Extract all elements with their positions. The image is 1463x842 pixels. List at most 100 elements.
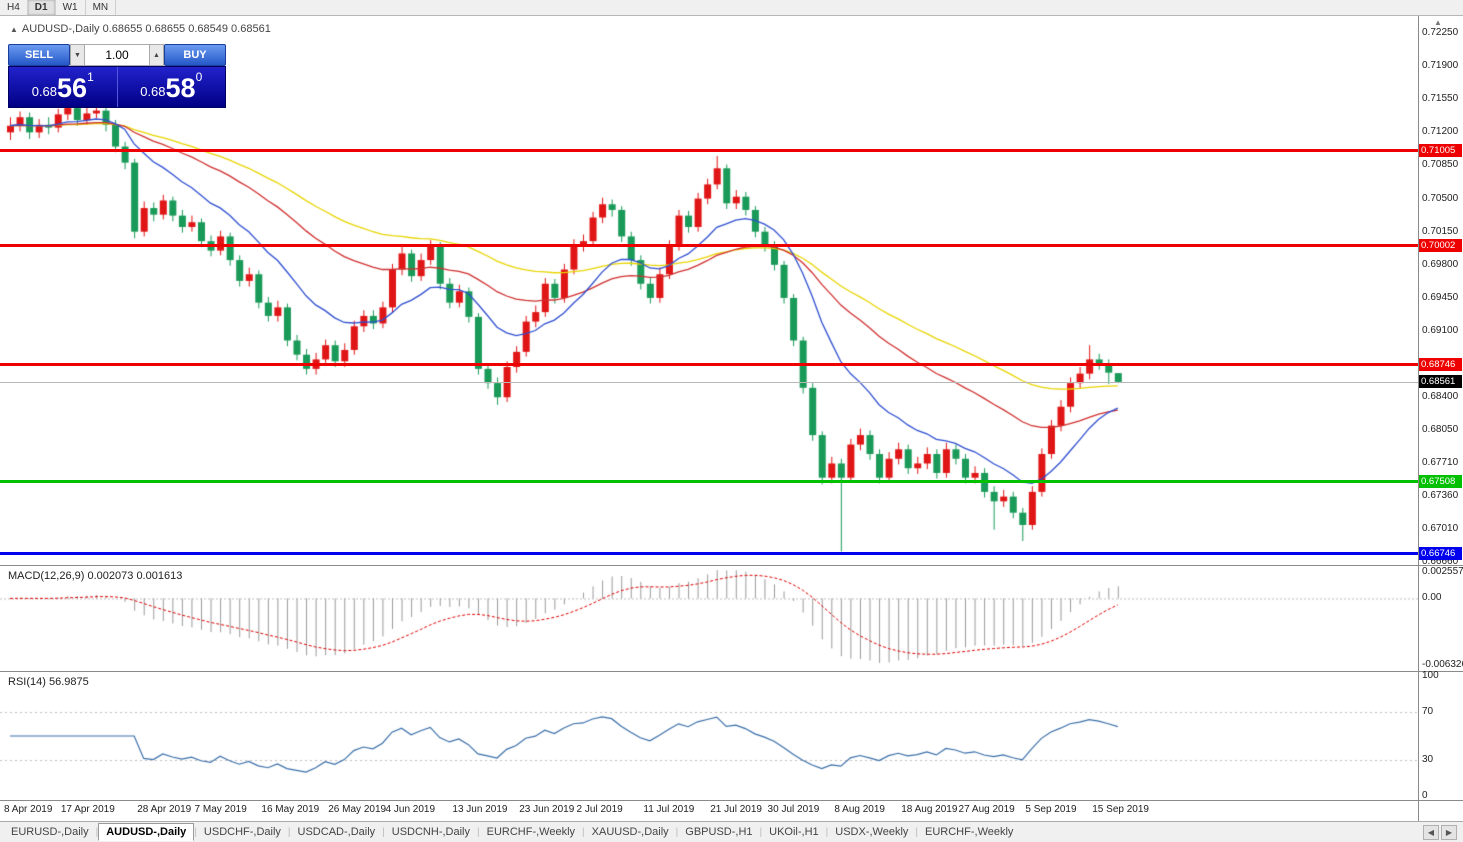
price-axis-label: 0.71900 bbox=[1422, 60, 1459, 72]
price-axis-label: 0.68050 bbox=[1422, 424, 1459, 436]
chart-tab-bar: EURUSD-,Daily | AUDUSD-,Daily | USDCHF-,Dail… bbox=[0, 821, 1463, 842]
horizontal-line-0.66746[interactable] bbox=[0, 552, 1418, 556]
time-axis-label: 2 Jul 2019 bbox=[576, 804, 623, 815]
tab-scroll-left-icon[interactable]: ◀ bbox=[1423, 824, 1439, 840]
price-axis-label: 0.67010 bbox=[1422, 522, 1459, 534]
price-axis-label: 0.67710 bbox=[1422, 456, 1459, 468]
horizontal-line-0.71005[interactable] bbox=[0, 149, 1418, 153]
time-axis-label: 21 Jul 2019 bbox=[710, 804, 762, 815]
chart-tab-ukoil-h1[interactable]: UKOil-,H1 bbox=[762, 824, 826, 840]
volume-increase-button[interactable]: ▲ bbox=[149, 44, 164, 66]
price-chart-pane: ▲ AUDUSD-,Daily 0.68655 0.68655 0.68549 0… bbox=[0, 16, 1418, 565]
chart-tab-gbpusd-h1[interactable]: GBPUSD-,H1 bbox=[678, 824, 759, 840]
buy-button[interactable]: BUY bbox=[164, 44, 226, 66]
price-axis-label: 0.70850 bbox=[1422, 159, 1459, 171]
rsi-axis-label: 100 bbox=[1422, 670, 1439, 681]
tab-separator: | bbox=[759, 826, 763, 838]
macd-axis: 0.0025574 0.00 -0.006326 bbox=[1418, 566, 1463, 671]
chart-tab-audusd-daily[interactable]: AUDUSD-,Daily bbox=[98, 823, 195, 841]
time-axis-label: 8 Apr 2019 bbox=[4, 804, 53, 815]
time-axis-label: 8 Aug 2019 bbox=[834, 804, 885, 815]
tab-scroll-right-icon[interactable]: ▶ bbox=[1441, 824, 1457, 840]
rsi-indicator-label: RSI(14) 56.9875 bbox=[8, 676, 89, 688]
sell-price-big: 56 bbox=[57, 73, 88, 103]
horizontal-line-0.70002[interactable] bbox=[0, 244, 1418, 248]
price-axis[interactable]: ▲ 0.72250 0.71900 0.71550 0.71200 0.70850 0.7… bbox=[1418, 16, 1463, 567]
tab-separator: | bbox=[675, 826, 679, 838]
price-level-badge: 0.67508 bbox=[1418, 474, 1462, 488]
timeframe-button-mn[interactable]: MN bbox=[85, 0, 117, 15]
pane-separator bbox=[0, 800, 1463, 801]
rsi-axis-label: 0 bbox=[1422, 790, 1428, 801]
price-axis-label: 0.66660 bbox=[1422, 555, 1459, 567]
tab-separator: | bbox=[915, 826, 919, 838]
macd-indicator-label: MACD(12,26,9) 0.002073 0.001613 bbox=[8, 570, 183, 582]
chart-tab-usdchf-daily[interactable]: USDCHF-,Daily bbox=[197, 824, 288, 840]
price-level-badge: 0.71005 bbox=[1418, 143, 1462, 157]
chart-tab-eurchf-weekly[interactable]: EURCHF-,Weekly bbox=[918, 824, 1020, 840]
price-axis-label: 0.70500 bbox=[1422, 192, 1459, 204]
price-chart-canvas[interactable] bbox=[0, 16, 1418, 565]
collapse-icon[interactable]: ▲ bbox=[10, 25, 18, 34]
time-axis-label: 13 Jun 2019 bbox=[452, 804, 508, 815]
rsi-canvas[interactable] bbox=[0, 672, 1418, 800]
time-axis-label: 4 Jun 2019 bbox=[385, 804, 436, 815]
time-axis-label: 18 Aug 2019 bbox=[901, 804, 958, 815]
price-level-badge: 0.68746 bbox=[1418, 357, 1462, 371]
tab-separator: | bbox=[477, 826, 480, 838]
tab-separator: | bbox=[95, 826, 99, 838]
time-axis-label: 15 Sep 2019 bbox=[1092, 804, 1149, 815]
sell-price-sup: 1 bbox=[87, 70, 94, 84]
timeframe-button-h4[interactable]: H4 bbox=[0, 0, 28, 15]
buy-price-display[interactable]: 0.68 58 0 bbox=[116, 67, 226, 107]
price-level-badge: 0.66746 bbox=[1418, 546, 1462, 560]
buy-price-base: 0.68 bbox=[140, 84, 166, 99]
tab-separator: | bbox=[582, 826, 585, 838]
macd-canvas[interactable] bbox=[0, 566, 1418, 671]
time-axis-label: 30 Jul 2019 bbox=[767, 804, 820, 815]
chart-tab-eurusd-daily[interactable]: EURUSD-,Daily bbox=[4, 824, 96, 840]
horizontal-line-0.68746[interactable] bbox=[0, 363, 1418, 367]
chart-tab-usdcnh-daily[interactable]: USDCNH-,Daily bbox=[385, 824, 477, 840]
sell-button[interactable]: SELL bbox=[8, 44, 70, 66]
buy-price-sup: 0 bbox=[195, 70, 203, 84]
ohlc-text: AUDUSD-,Daily 0.68655 0.68655 0.68549 0.… bbox=[21, 23, 271, 35]
tab-separator: | bbox=[194, 826, 197, 838]
price-axis-label: 0.69100 bbox=[1422, 325, 1459, 337]
price-level-badge: 0.70002 bbox=[1418, 238, 1462, 252]
time-axis-label: 11 Jul 2019 bbox=[643, 804, 695, 815]
pane-separator[interactable] bbox=[0, 671, 1463, 672]
price-axis-label: 0.69450 bbox=[1422, 291, 1459, 303]
time-axis-label: 7 May 2019 bbox=[194, 804, 247, 815]
rsi-axis: 100 70 30 0 bbox=[1418, 670, 1463, 801]
volume-input[interactable] bbox=[85, 44, 149, 66]
sell-price-display[interactable]: 0.68 56 1 bbox=[9, 67, 117, 107]
price-axis-label: 0.71550 bbox=[1422, 93, 1459, 105]
price-axis-label: 0.67360 bbox=[1422, 489, 1459, 501]
pane-separator[interactable] bbox=[0, 565, 1463, 566]
horizontal-line-0.67508[interactable] bbox=[0, 480, 1418, 484]
one-click-trading-panel: SELL ▼ ▲ BUY 0.68 56 1 0.68 58 0 bbox=[8, 44, 226, 108]
chart-tab-xauusd-daily[interactable]: XAUUSD-,Daily bbox=[585, 824, 676, 840]
time-axis[interactable]: 8 Apr 2019 17 Apr 2019 28 Apr 2019 7 May 20… bbox=[0, 801, 1463, 821]
chart-tab-usdx-weekly[interactable]: USDX-,Weekly bbox=[828, 824, 915, 840]
timeframe-button-w1[interactable]: W1 bbox=[55, 0, 86, 15]
price-axis-label: 0.72250 bbox=[1422, 27, 1459, 39]
chart-tab-eurchf-weekly[interactable]: EURCHF-,Weekly bbox=[480, 824, 582, 840]
current-price-line bbox=[0, 382, 1418, 384]
volume-decrease-button[interactable]: ▼ bbox=[70, 44, 85, 66]
tab-separator: | bbox=[382, 826, 385, 838]
chart-ohlc-label: ▲ AUDUSD-,Daily 0.68655 0.68655 0.68549 0… bbox=[10, 23, 271, 35]
time-axis-label: 23 Jun 2019 bbox=[519, 804, 575, 815]
timeframe-button-d1[interactable]: D1 bbox=[27, 0, 56, 15]
tab-separator: | bbox=[825, 826, 829, 838]
axis-border bbox=[1418, 16, 1419, 821]
rsi-pane: RSI(14) 56.9875 bbox=[0, 672, 1418, 800]
price-axis-label: 0.71200 bbox=[1422, 126, 1459, 138]
time-axis-label: 17 Apr 2019 bbox=[60, 804, 115, 815]
time-axis-label: 27 Aug 2019 bbox=[958, 804, 1015, 815]
chart-tab-usdcad-daily[interactable]: USDCAD-,Daily bbox=[291, 824, 383, 840]
macd-axis-label: -0.006326 bbox=[1422, 659, 1463, 671]
macd-pane: MACD(12,26,9) 0.002073 0.001613 bbox=[0, 566, 1418, 671]
